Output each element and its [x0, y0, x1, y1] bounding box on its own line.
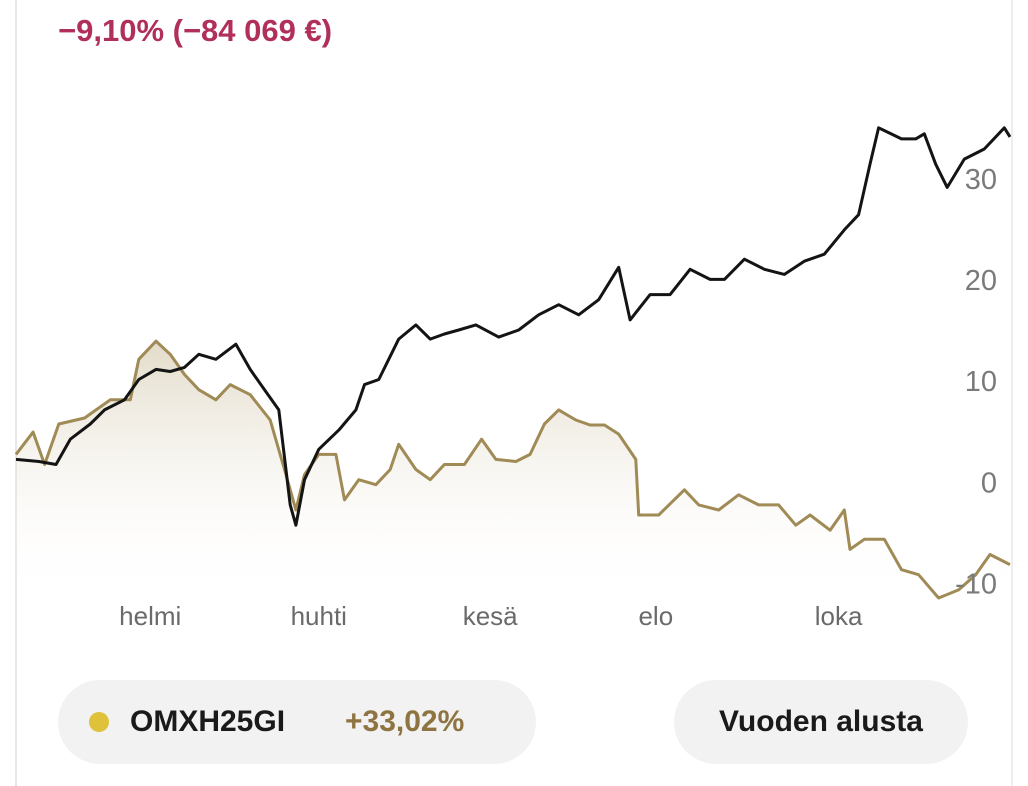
line: [14, 339, 1011, 600]
x-tick-label: huhti: [291, 601, 347, 631]
period-button[interactable]: [674, 680, 968, 764]
legend-name: OMXH25GI: [130, 705, 285, 738]
legend-change: +33,02%: [345, 705, 464, 738]
area: [16, 341, 1010, 601]
x-tick-label: helmi: [119, 601, 181, 631]
x-tick-label: loka: [815, 601, 863, 631]
y-tick-label: 0: [981, 467, 997, 499]
legend-dot: [89, 712, 109, 732]
y-tick-label: 10: [965, 366, 997, 398]
y-tick-label: 30: [965, 164, 997, 196]
x-tick-label: kesä: [463, 601, 518, 631]
y-tick-label: -10: [955, 568, 997, 600]
y-tick-label: 20: [965, 265, 997, 297]
index-chip[interactable]: [58, 680, 536, 764]
portfolio-change: −9,10% (−84 069 €): [58, 13, 332, 48]
x-tick-label: elo: [638, 601, 673, 631]
period-label: Vuoden alusta: [719, 705, 923, 738]
line: [15, 126, 1012, 527]
chart: -10 0 10 20 30 helmi huhti kesä elo loka: [14, 126, 1012, 631]
